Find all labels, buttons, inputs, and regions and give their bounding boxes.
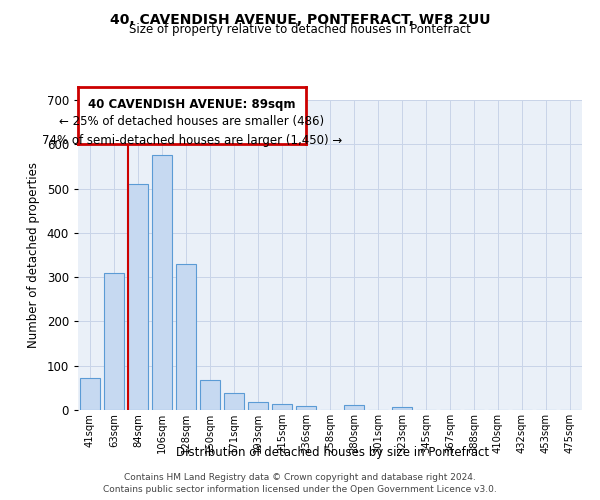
Text: Contains public sector information licensed under the Open Government Licence v3: Contains public sector information licen… <box>103 485 497 494</box>
Text: Distribution of detached houses by size in Pontefract: Distribution of detached houses by size … <box>176 446 490 459</box>
Text: Size of property relative to detached houses in Pontefract: Size of property relative to detached ho… <box>129 22 471 36</box>
Y-axis label: Number of detached properties: Number of detached properties <box>27 162 40 348</box>
Text: 74% of semi-detached houses are larger (1,450) →: 74% of semi-detached houses are larger (… <box>42 134 342 147</box>
Bar <box>296 406 316 410</box>
Text: ← 25% of detached houses are smaller (486): ← 25% of detached houses are smaller (48… <box>59 115 325 128</box>
Text: 40, CAVENDISH AVENUE, PONTEFRACT, WF8 2UU: 40, CAVENDISH AVENUE, PONTEFRACT, WF8 2U… <box>110 12 490 26</box>
Text: 40 CAVENDISH AVENUE: 89sqm: 40 CAVENDISH AVENUE: 89sqm <box>88 98 296 110</box>
Text: Contains HM Land Registry data © Crown copyright and database right 2024.: Contains HM Land Registry data © Crown c… <box>124 472 476 482</box>
Bar <box>200 380 220 410</box>
Bar <box>272 404 292 410</box>
Bar <box>80 378 100 410</box>
Bar <box>224 393 244 410</box>
Bar <box>152 156 172 410</box>
Bar <box>248 402 268 410</box>
Bar <box>104 272 124 410</box>
Bar <box>344 405 364 410</box>
Bar <box>392 407 412 410</box>
Bar <box>176 264 196 410</box>
Bar <box>128 184 148 410</box>
